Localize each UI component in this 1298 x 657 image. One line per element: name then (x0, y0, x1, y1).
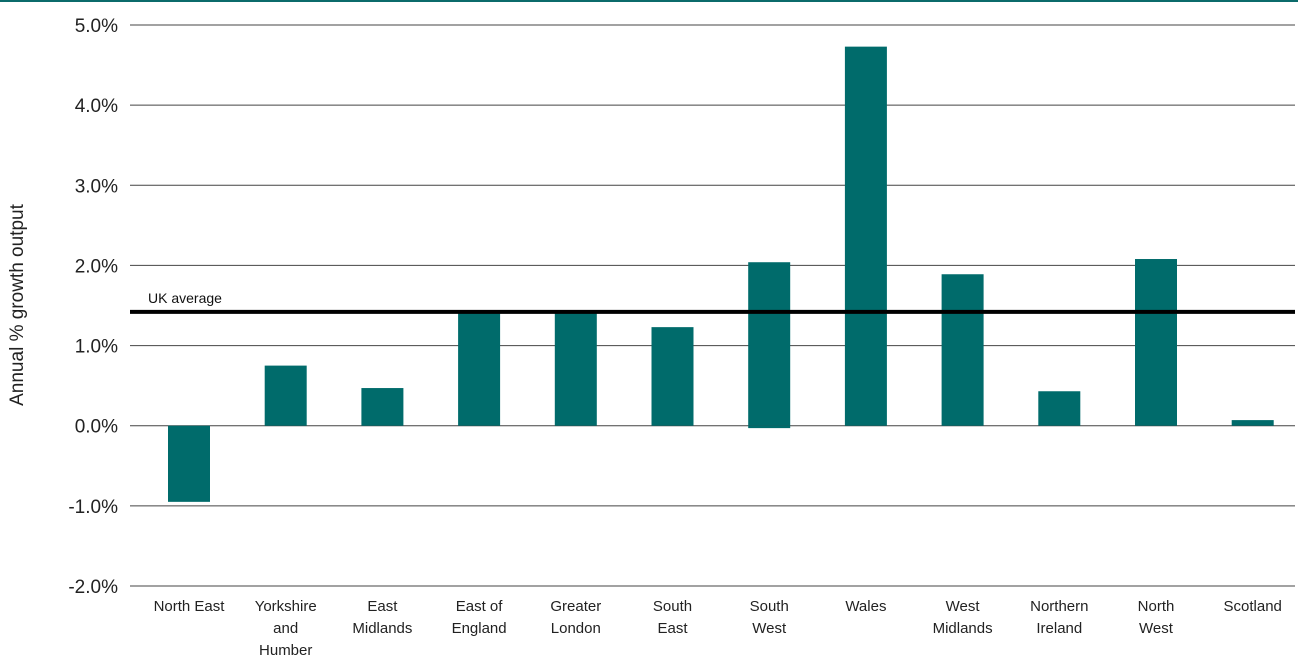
y-tick-label: 2.0% (75, 256, 118, 277)
bar (458, 311, 501, 426)
y-tick-label: -1.0% (68, 497, 118, 518)
bar (1135, 259, 1177, 426)
x-tick-label: Greater London (550, 598, 601, 637)
bar (168, 425, 210, 502)
x-tick-label: North West (1138, 598, 1175, 637)
y-tick-label: 3.0% (75, 176, 118, 197)
y-tick-label: -2.0% (68, 577, 118, 598)
bar (941, 274, 984, 426)
bar (264, 365, 307, 426)
bar-segment (748, 425, 791, 429)
uk-average-reference: UK average (130, 290, 1295, 314)
x-tick-label: West Midlands (933, 598, 993, 637)
x-tick-label: East of England (452, 598, 507, 637)
y-tick-labels: -2.0% -1.0% 0.0% 1.0% 2.0% 3.0% 4.0% 5.0% (68, 16, 118, 598)
y-tick-label: 0.0% (75, 417, 118, 438)
bar (844, 46, 887, 426)
x-tick-label: South East (653, 598, 692, 637)
grid-lines (130, 24, 1295, 587)
bar (361, 388, 404, 426)
bar (1231, 420, 1274, 426)
top-rule (0, 0, 1298, 2)
y-axis-label: Annual % growth output (7, 203, 28, 405)
bar (748, 262, 791, 426)
x-tick-label: North East (154, 598, 226, 615)
x-tick-label: East Midlands (352, 598, 412, 637)
bar (651, 327, 694, 426)
x-tick-label: South West (750, 598, 789, 637)
x-tick-label: Scotland (1224, 598, 1282, 615)
x-tick-label: Yorkshire and Humber (255, 598, 317, 657)
bar (1038, 391, 1081, 426)
y-tick-label: 5.0% (75, 16, 118, 37)
bar (554, 311, 597, 426)
y-tick-label: 1.0% (75, 337, 118, 358)
reference-label: UK average (148, 290, 222, 306)
x-tick-label: Wales (845, 598, 886, 615)
x-tick-labels: North East Yorkshire and Humber East Midlands… (154, 598, 1282, 657)
x-tick-label: Northern Ireland (1030, 598, 1088, 637)
y-tick-label: 4.0% (75, 96, 118, 117)
bars (168, 46, 1274, 502)
